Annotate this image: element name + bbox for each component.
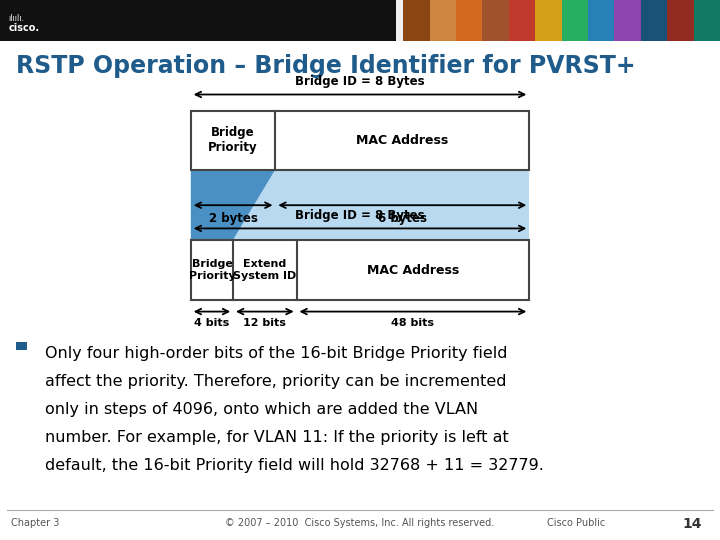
- Bar: [430, 0, 456, 40]
- Bar: [667, 0, 693, 40]
- Text: 12 bits: 12 bits: [243, 318, 287, 328]
- Text: number. For example, for VLAN 11: If the priority is left at: number. For example, for VLAN 11: If the…: [45, 430, 508, 445]
- Bar: [509, 0, 535, 40]
- Polygon shape: [233, 170, 529, 240]
- Bar: [0, 0, 396, 40]
- Bar: [614, 0, 641, 40]
- Bar: [588, 0, 614, 40]
- Text: Only four high-order bits of the 16-bit Bridge Priority field: Only four high-order bits of the 16-bit …: [45, 346, 507, 361]
- Text: Cisco Public: Cisco Public: [547, 518, 605, 529]
- Bar: [16, 342, 27, 350]
- Bar: [693, 0, 720, 40]
- Bar: [482, 0, 509, 40]
- Text: Bridge ID = 8 Bytes: Bridge ID = 8 Bytes: [295, 75, 425, 88]
- Text: 4 bits: 4 bits: [194, 318, 230, 328]
- Bar: [456, 0, 482, 40]
- Bar: [191, 111, 529, 170]
- Bar: [191, 240, 529, 300]
- Text: Bridge
Priority: Bridge Priority: [189, 259, 235, 281]
- Bar: [641, 0, 667, 40]
- Text: default, the 16-bit Priority field will hold 32768 + 11 = 32779.: default, the 16-bit Priority field will …: [45, 458, 544, 473]
- Text: 2 bytes: 2 bytes: [209, 212, 258, 225]
- Text: only in steps of 4096, onto which are added the VLAN: only in steps of 4096, onto which are ad…: [45, 402, 478, 417]
- Polygon shape: [191, 170, 275, 240]
- Text: Chapter 3: Chapter 3: [11, 518, 59, 529]
- Text: cisco.: cisco.: [9, 23, 40, 33]
- Bar: [403, 0, 430, 40]
- Bar: [535, 0, 562, 40]
- Text: 48 bits: 48 bits: [392, 318, 434, 328]
- Text: 14: 14: [683, 517, 702, 531]
- Text: © 2007 – 2010  Cisco Systems, Inc. All rights reserved.: © 2007 – 2010 Cisco Systems, Inc. All ri…: [225, 518, 495, 529]
- Text: ılıılı.: ılıılı.: [9, 15, 24, 23]
- Text: RSTP Operation – Bridge Identifier for PVRST+: RSTP Operation – Bridge Identifier for P…: [16, 54, 636, 78]
- Text: affect the priority. Therefore, priority can be incremented: affect the priority. Therefore, priority…: [45, 374, 506, 389]
- Bar: [562, 0, 588, 40]
- Text: Bridge
Priority: Bridge Priority: [208, 126, 258, 154]
- Text: Extend
System ID: Extend System ID: [233, 259, 297, 281]
- Text: MAC Address: MAC Address: [356, 134, 449, 147]
- Text: MAC Address: MAC Address: [366, 264, 459, 276]
- Text: 6 bytes: 6 bytes: [378, 212, 427, 225]
- Text: Bridge ID = 8 Bytes: Bridge ID = 8 Bytes: [295, 209, 425, 222]
